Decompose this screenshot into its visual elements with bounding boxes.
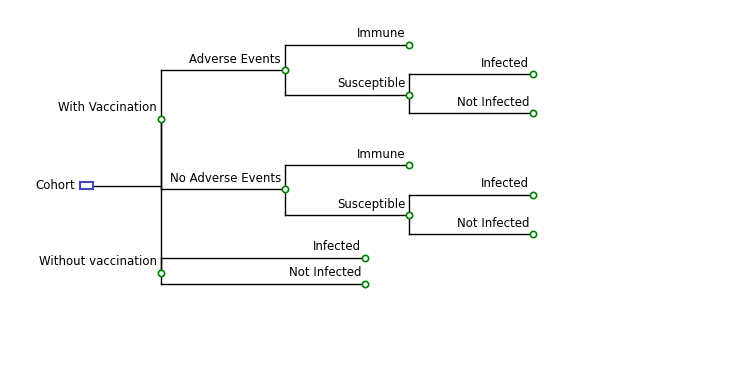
FancyBboxPatch shape <box>80 182 93 189</box>
Text: Adverse Events: Adverse Events <box>189 53 281 66</box>
Text: Susceptible: Susceptible <box>337 198 405 211</box>
Text: Infected: Infected <box>313 240 361 253</box>
Text: Without vaccination: Without vaccination <box>39 255 157 268</box>
Text: Not Infected: Not Infected <box>457 96 529 109</box>
Text: Susceptible: Susceptible <box>337 77 405 90</box>
Text: Not Infected: Not Infected <box>289 266 361 279</box>
Text: With Vaccination: With Vaccination <box>58 101 157 114</box>
Text: Infected: Infected <box>481 57 529 70</box>
Text: Not Infected: Not Infected <box>457 217 529 230</box>
Text: Infected: Infected <box>481 177 529 190</box>
Text: Immune: Immune <box>356 148 405 161</box>
Text: Cohort: Cohort <box>36 179 75 192</box>
Text: Immune: Immune <box>356 27 405 40</box>
Text: No Adverse Events: No Adverse Events <box>170 172 281 185</box>
